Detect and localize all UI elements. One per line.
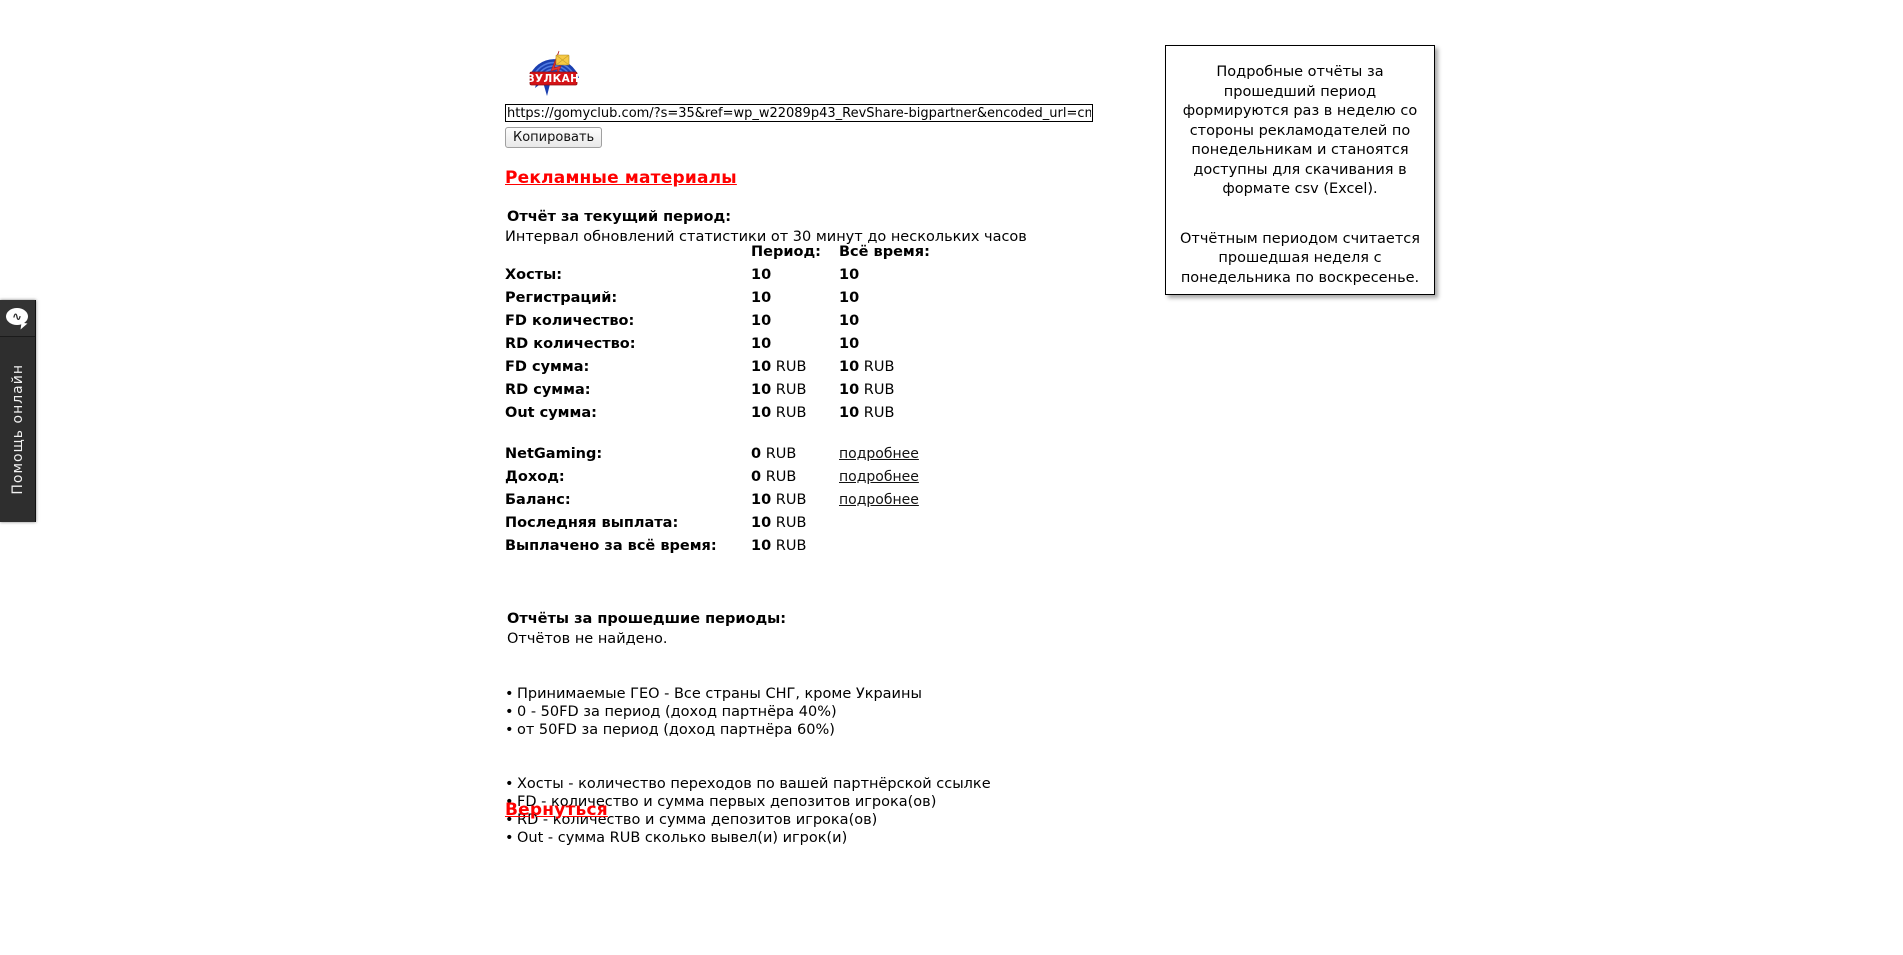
stats-row-label: RD количество: xyxy=(505,336,636,352)
referral-link-input[interactable] xyxy=(505,104,1093,122)
money-rows: NetGaming: 0 RUB подробнее Доход: 0 RUB подро… xyxy=(505,446,925,561)
money-row: Последняя выплата: 10 RUB xyxy=(505,515,925,538)
info-paragraph-2: Отчётным периодом считается прошедшая не… xyxy=(1180,230,1420,286)
money-row-value: 0 RUB xyxy=(751,446,797,462)
stats-row-period-value: 10 xyxy=(751,313,772,329)
help-online-label-wrap: Помощь онлайн xyxy=(0,336,35,522)
stats-row-alltime-value: 10 xyxy=(839,290,860,306)
stats-row-alltime-value: 10 xyxy=(839,336,860,352)
terms-list: Принимаемые ГЕО - Все страны СНГ, кроме … xyxy=(505,685,922,739)
money-row-label: Доход: xyxy=(505,469,565,485)
current-report-title: Отчёт за текущий период: xyxy=(507,209,732,225)
speech-bubble-icon: ∿ xyxy=(6,308,28,325)
stats-row-period-value: 10 xyxy=(751,290,772,306)
glossary-list: Хосты - количество переходов по вашей па… xyxy=(505,775,991,847)
stats-header-alltime: Всё время: xyxy=(839,244,930,260)
help-online-tab[interactable]: ∿ Помощь онлайн xyxy=(0,300,36,522)
stats-row-alltime-value: 10 xyxy=(839,313,860,329)
stats-row-label: Хосты: xyxy=(505,267,563,283)
stats-row-label: FD количество: xyxy=(505,313,635,329)
info-paragraph-1: Подробные отчёты за прошедший период фор… xyxy=(1182,64,1418,197)
stats-row: RD сумма: 10 RUB 10 RUB xyxy=(505,382,925,405)
stats-row-period-value: 10 RUB xyxy=(751,359,807,375)
stats-row-period-value: 10 xyxy=(751,267,772,283)
stats-row: FD сумма: 10 RUB 10 RUB xyxy=(505,359,925,382)
money-row-label: Баланс: xyxy=(505,492,571,508)
money-row-detail-link[interactable]: подробнее xyxy=(839,469,919,485)
money-row: Выплачено за всё время: 10 RUB xyxy=(505,538,925,561)
stats-row-label: Регистраций: xyxy=(505,290,618,306)
glossary-list-item: Out - сумма RUB сколько вывел(и) игрок(и… xyxy=(505,829,991,847)
vulkan-casino-logo: ВУЛКАН xyxy=(523,46,585,98)
stats-row-period-value: 10 RUB xyxy=(751,382,807,398)
stats-row-alltime-value: 10 RUB xyxy=(839,359,895,375)
money-row-detail-link[interactable]: подробнее xyxy=(839,492,919,508)
money-row-value: 0 RUB xyxy=(751,469,797,485)
glossary-list-item: FD - количество и сумма первых депозитов… xyxy=(505,793,991,811)
terms-list-item: Принимаемые ГЕО - Все страны СНГ, кроме … xyxy=(505,685,922,703)
money-row: NetGaming: 0 RUB подробнее xyxy=(505,446,925,469)
current-report-subtitle: Интервал обновлений статистики от 30 мин… xyxy=(505,229,1027,245)
money-row-label: NetGaming: xyxy=(505,446,603,462)
past-reports-empty: Отчётов не найдено. xyxy=(507,631,668,647)
promo-materials-link[interactable]: Рекламные материалы xyxy=(505,168,737,188)
svg-text:ВУЛКАН: ВУЛКАН xyxy=(527,73,580,85)
terms-list-item: 0 - 50FD за период (доход партнёра 40%) xyxy=(505,703,922,721)
money-row: Доход: 0 RUB подробнее xyxy=(505,469,925,492)
past-reports-title: Отчёты за прошедшие периоды: xyxy=(507,611,787,627)
stats-rows: Хосты: 10 10 Регистраций: 10 10 FD количество:… xyxy=(505,267,925,428)
money-row-value: 10 RUB xyxy=(751,515,807,531)
speech-bubble-mark-icon: ∿ xyxy=(11,310,23,324)
stats-row-label: RD сумма: xyxy=(505,382,591,398)
stats-row: FD количество: 10 10 xyxy=(505,313,925,336)
help-icon-box[interactable]: ∿ xyxy=(0,300,35,337)
stats-row: RD количество: 10 10 xyxy=(505,336,925,359)
stats-header-row: Период: Всё время: xyxy=(505,244,930,267)
stats-row-alltime-value: 10 RUB xyxy=(839,405,895,421)
money-row-detail-link[interactable]: подробнее xyxy=(839,446,919,462)
money-row-label: Последняя выплата: xyxy=(505,515,679,531)
stats-row: Регистраций: 10 10 xyxy=(505,290,925,313)
glossary-list-item: RD - количество и сумма депозитов игрока… xyxy=(505,811,991,829)
stats-row-period-value: 10 RUB xyxy=(751,405,807,421)
stats-header-period: Период: xyxy=(751,244,821,260)
stats-row: Out сумма: 10 RUB 10 RUB xyxy=(505,405,925,428)
stats-table: Период: Всё время: Хосты: 10 10 Регистраций… xyxy=(505,244,930,561)
glossary-list-item: Хосты - количество переходов по вашей па… xyxy=(505,775,991,793)
copy-button[interactable]: Копировать xyxy=(505,127,603,148)
terms-list-item: от 50FD за период (доход партнёра 60%) xyxy=(505,721,922,739)
stats-row-alltime-value: 10 RUB xyxy=(839,382,895,398)
stats-row: Хосты: 10 10 xyxy=(505,267,925,290)
money-row-value: 10 RUB xyxy=(751,538,807,554)
stats-row-alltime-value: 10 xyxy=(839,267,860,283)
stats-row-period-value: 10 xyxy=(751,336,772,352)
money-row: Баланс: 10 RUB подробнее xyxy=(505,492,925,515)
stats-row-label: FD сумма: xyxy=(505,359,590,375)
help-online-label: Помощь онлайн xyxy=(9,363,26,495)
back-link[interactable]: Вернуться xyxy=(505,800,608,820)
money-row-label: Выплачено за всё время: xyxy=(505,538,717,554)
stats-row-label: Out сумма: xyxy=(505,405,597,421)
money-row-value: 10 RUB xyxy=(751,492,807,508)
info-tooltip-box: Подробные отчёты за прошедший период фор… xyxy=(1165,45,1435,295)
